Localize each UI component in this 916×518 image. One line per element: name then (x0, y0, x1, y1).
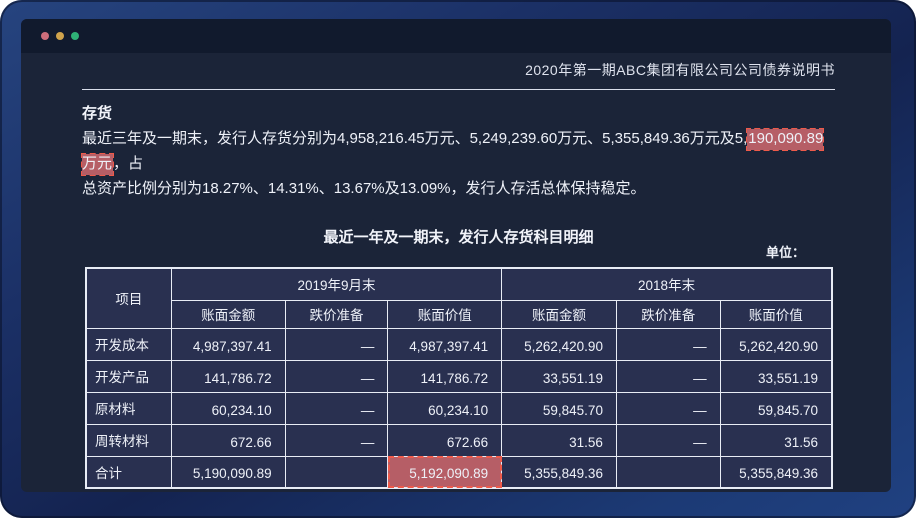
document-window: 2020年第一期ABC集团有限公司公司债券说明书 存货 最近三年及一期末，发行人… (21, 19, 891, 492)
paragraph-text-after: ，占 (113, 155, 144, 172)
cell-value: 31.56 (719, 423, 833, 457)
section-heading: 存货 (82, 105, 113, 122)
paragraph-text-before: 最近三年及一期末，发行人存货分别为4,958,216.45万元、5,249,23… (82, 130, 748, 147)
inventory-paragraph: 最近三年及一期末，发行人存货分别为4,958,216.45万元、5,249,23… (80, 126, 835, 201)
table-row: 原材料 60,234.10 — 60,234.10 59,845.70 — 59… (85, 391, 833, 425)
highlighted-cell[interactable]: 5,192,090.89 (387, 455, 503, 489)
header-book-value-2018: 账面价值 (719, 299, 833, 329)
cell-value: 4,987,397.41 (170, 327, 286, 361)
header-book-amount-2019: 账面金额 (170, 299, 286, 329)
table-row: 开发成本 4,987,397.41 — 4,987,397.41 5,262,4… (85, 327, 833, 361)
table-title-row: 最近一年及一期末，发行人存货科目明细 单位： (82, 229, 835, 260)
minimize-button-icon[interactable] (56, 32, 64, 40)
close-button-icon[interactable] (41, 32, 49, 40)
cell-value: 59,845.70 (501, 391, 617, 425)
table-row: 周转材料 672.66 — 672.66 31.56 — 31.56 (85, 423, 833, 457)
cell-value: 672.66 (170, 423, 286, 457)
cell-value (615, 455, 721, 489)
document-page: 2020年第一期ABC集团有限公司公司债券说明书 存货 最近三年及一期末，发行人… (21, 53, 891, 489)
row-label: 合计 (85, 455, 172, 489)
cell-value: — (615, 359, 721, 393)
cell-value: — (284, 327, 389, 361)
cell-value (284, 455, 389, 489)
header-period-2019: 2019年9月末 (170, 267, 503, 301)
zoom-button-icon[interactable] (71, 32, 79, 40)
cell-value: 59,845.70 (719, 391, 833, 425)
row-label: 开发产品 (85, 359, 172, 393)
table-row: 开发产品 141,786.72 — 141,786.72 33,551.19 —… (85, 359, 833, 393)
header-item-column: 项目 (85, 267, 172, 329)
row-label: 开发成本 (85, 327, 172, 361)
cell-value: 672.66 (387, 423, 503, 457)
cell-value: — (284, 423, 389, 457)
table-row-total: 合计 5,190,090.89 5,192,090.89 5,355,849.3… (85, 455, 833, 489)
inventory-table: 项目 2019年9月末 2018年末 账面金额 跌价准备 账面价值 账面金额 跌… (85, 267, 833, 489)
cell-value: 141,786.72 (170, 359, 286, 393)
row-label: 周转材料 (85, 423, 172, 457)
cell-value: 60,234.10 (170, 391, 286, 425)
cell-value: — (615, 391, 721, 425)
title-bar (21, 19, 891, 53)
header-book-amount-2018: 账面金额 (501, 299, 617, 329)
document-header: 2020年第一期ABC集团有限公司公司债券说明书 (82, 62, 835, 90)
table-header-sub-row: 账面金额 跌价准备 账面价值 账面金额 跌价准备 账面价值 (86, 299, 833, 329)
table-title: 最近一年及一期末，发行人存货科目明细 (323, 229, 594, 246)
cell-value: 60,234.10 (387, 391, 503, 425)
header-impairment-2018: 跌价准备 (615, 299, 721, 329)
cell-value: — (284, 391, 389, 425)
row-label: 原材料 (85, 391, 172, 425)
cell-value: 33,551.19 (501, 359, 617, 393)
cell-value: 5,190,090.89 (170, 455, 286, 489)
cell-value: 5,355,849.36 (501, 455, 617, 489)
header-impairment-2019: 跌价准备 (284, 299, 389, 329)
unit-label: 单位： (765, 245, 805, 260)
table-header-period-row: 项目 2019年9月末 2018年末 (85, 267, 833, 329)
paragraph-line2: 总资产比例分别为18.27%、14.31%、13.67%及13.09%，发行人存… (82, 180, 646, 197)
cell-value: 5,355,849.36 (719, 455, 833, 489)
cell-value: 141,786.72 (387, 359, 503, 393)
cell-value: — (615, 327, 721, 361)
cell-value: 5,262,420.90 (501, 327, 617, 361)
cell-value: 33,551.19 (719, 359, 833, 393)
header-period-2018: 2018年末 (501, 267, 833, 301)
header-book-value-2019: 账面价值 (387, 299, 503, 329)
cell-value: 5,262,420.90 (719, 327, 833, 361)
cell-value: — (615, 423, 721, 457)
cell-value: 4,987,397.41 (387, 327, 503, 361)
cell-value: — (284, 359, 389, 393)
cell-value: 31.56 (501, 423, 617, 457)
